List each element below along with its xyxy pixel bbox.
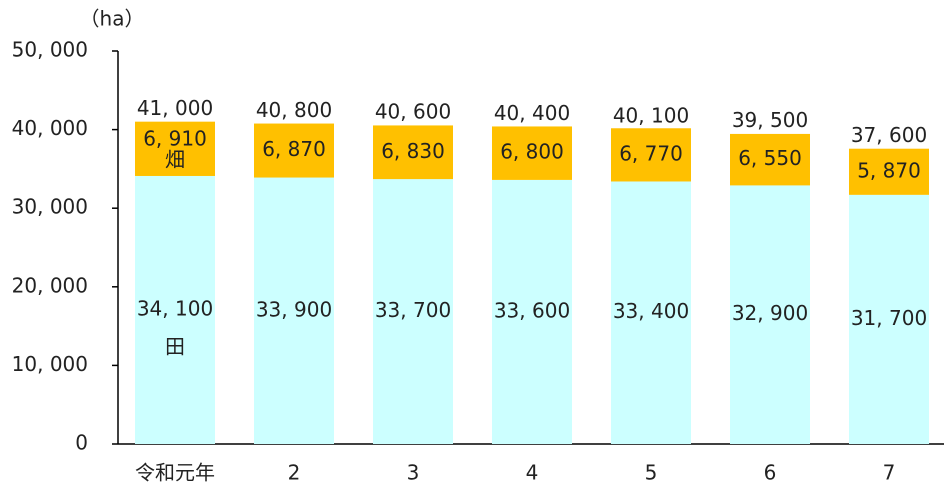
bar-segment — [135, 121, 215, 176]
y-axis-label: （ha） — [80, 7, 145, 31]
x-tick-label: 4 — [526, 461, 539, 485]
bar-segment — [730, 185, 810, 444]
total-label: 40, 600 — [375, 99, 451, 123]
y-tick-label: 10, 000 — [12, 352, 88, 376]
y-tick-label: 50, 000 — [12, 38, 88, 62]
series-label: 畑 — [165, 147, 185, 171]
total-label: 37, 600 — [851, 123, 927, 147]
x-tick-label: 6 — [764, 461, 777, 485]
data-label: 33, 400 — [613, 299, 689, 323]
x-tick-label: 7 — [883, 461, 896, 485]
bar-segment — [849, 148, 929, 195]
bar-segment — [492, 126, 572, 180]
data-label: 34, 100 — [137, 296, 213, 320]
data-label: 33, 600 — [494, 298, 570, 322]
data-label: 6, 870 — [262, 137, 326, 161]
x-tick-label: 令和元年 — [135, 461, 215, 485]
series-label: 田 — [165, 334, 185, 358]
bar-segment — [254, 123, 334, 178]
bar-segment — [492, 179, 572, 445]
data-label: 5, 870 — [857, 158, 921, 182]
total-label: 40, 800 — [256, 98, 332, 122]
data-label: 6, 910 — [143, 126, 207, 150]
bar-segment — [254, 177, 334, 444]
x-tick-label: 5 — [645, 461, 658, 485]
bar-segment — [135, 175, 215, 444]
data-label: 6, 830 — [381, 139, 445, 163]
data-label: 32, 900 — [732, 301, 808, 325]
y-tick-label: 40, 000 — [12, 116, 88, 140]
bar-segment — [611, 181, 691, 444]
bar-segment — [611, 128, 691, 182]
data-label: 31, 700 — [851, 306, 927, 330]
bar-segment — [373, 179, 453, 445]
bar-segment — [373, 125, 453, 180]
data-label: 6, 800 — [500, 140, 564, 164]
total-label: 40, 100 — [613, 103, 689, 127]
data-label: 6, 770 — [619, 141, 683, 165]
total-label: 41, 000 — [137, 96, 213, 120]
y-tick-label: 30, 000 — [12, 195, 88, 219]
data-label: 6, 550 — [738, 146, 802, 170]
bar-segment — [730, 133, 810, 186]
data-label: 33, 700 — [375, 298, 451, 322]
bar-segment — [849, 194, 929, 444]
y-tick-label: 0 — [75, 431, 88, 455]
x-tick-label: 2 — [288, 461, 301, 485]
x-tick-label: 3 — [407, 461, 420, 485]
total-label: 39, 500 — [732, 108, 808, 132]
total-label: 40, 400 — [494, 101, 570, 125]
y-tick-label: 20, 000 — [12, 273, 88, 297]
data-label: 33, 900 — [256, 297, 332, 321]
